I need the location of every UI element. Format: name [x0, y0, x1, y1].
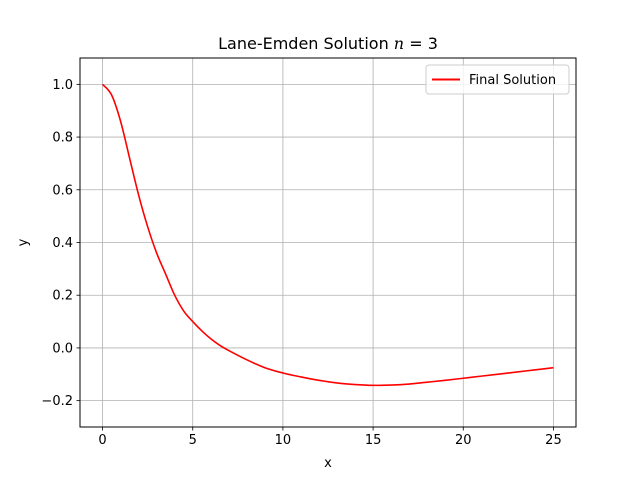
x-tick-label: 15: [365, 433, 382, 448]
legend-label: Final Solution: [469, 73, 556, 88]
grid: [80, 58, 576, 427]
y-tick-label: 0.8: [52, 131, 73, 146]
y-axis-label: y: [16, 238, 31, 246]
x-axis-label: x: [324, 456, 332, 471]
legend: Final Solution: [425, 64, 570, 95]
x-tick-label: 0: [98, 433, 106, 448]
x-tick-label: 10: [275, 433, 292, 448]
y-tick-label: 1.0: [52, 78, 73, 93]
y-tick-label: 0.4: [52, 236, 73, 251]
chart-title-main: Lane-Emden Solution: [218, 34, 394, 53]
chart-title-math: n: [394, 34, 404, 53]
series-layer: [101, 83, 554, 387]
y-tick-label: 0.6: [52, 183, 73, 198]
x-tick-label: 5: [189, 433, 197, 448]
x-tick-label: 20: [455, 433, 472, 448]
series-line-final-solution: [101, 83, 554, 387]
chart-title-tail: = 3: [404, 34, 438, 53]
y-tick-label: 0.0: [52, 341, 73, 356]
ticks: 0 5 10 15 20 25 −0.2 0.0 0.2 0.4 0.6 0.8 1.0: [41, 78, 561, 448]
legend-box: [425, 64, 570, 95]
y-tick-label: 0.2: [52, 289, 73, 304]
x-tick-label: 25: [545, 433, 562, 448]
chart-title: Lane-Emden Solution n = 3: [218, 34, 438, 53]
y-tick-label: −0.2: [41, 394, 73, 409]
